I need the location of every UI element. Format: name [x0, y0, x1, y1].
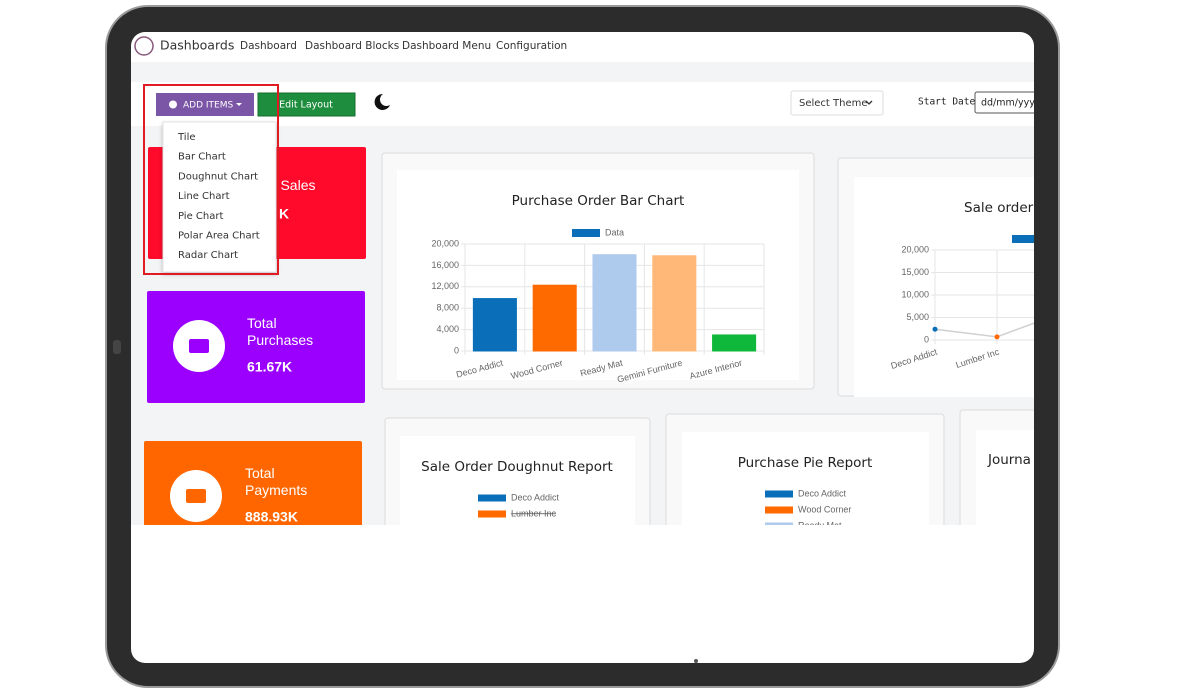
tile-value: 61.67K — [247, 359, 292, 375]
card-body — [682, 432, 929, 525]
legend-swatch — [478, 494, 506, 502]
chart-title: Sale Order Doughnut Report — [421, 459, 613, 475]
legend-label[interactable]: Deco Addict — [798, 488, 847, 498]
y-tick-label: 8,000 — [436, 303, 459, 313]
legend-swatch — [478, 510, 506, 518]
theme-select[interactable] — [790, 90, 884, 116]
tile-icon — [186, 489, 206, 503]
legend-swatch — [1012, 235, 1034, 243]
menu-item[interactable]: Doughnut Chart — [178, 171, 258, 182]
menu-item[interactable]: Tile — [177, 132, 196, 143]
chevron — [865, 100, 873, 105]
theme-select-label: Select Theme — [799, 98, 868, 109]
tile-icon — [189, 339, 209, 353]
start-date-label: Start Date: — [918, 97, 981, 108]
y-tick-label: 0 — [454, 345, 459, 355]
legend-swatch — [765, 490, 793, 498]
nav-item[interactable]: Dashboard Blocks — [305, 40, 399, 52]
legend-label[interactable]: Lumber Inc — [511, 508, 557, 518]
dark-mode-toggle[interactable] — [374, 93, 390, 110]
bar — [532, 284, 577, 352]
y-tick-label: 10,000 — [901, 289, 929, 299]
bar — [712, 334, 757, 352]
card-body — [976, 430, 1034, 525]
chart-title: Sale order — [964, 200, 1034, 216]
tile-title: Total Purchases — [247, 315, 314, 348]
add-items-dropdown — [162, 121, 277, 273]
menu-item[interactable]: Pie Chart — [178, 211, 223, 222]
plus-icon — [169, 100, 177, 109]
brand[interactable]: Dashboards — [160, 38, 234, 53]
y-tick-label: 0 — [924, 334, 929, 344]
tile[interactable] — [147, 291, 365, 403]
menu-item[interactable]: Line Chart — [178, 191, 230, 202]
camera — [113, 340, 121, 354]
point — [994, 334, 1000, 340]
bar — [472, 298, 517, 352]
tile-value: 888.93K — [245, 509, 298, 525]
caret — [236, 103, 242, 106]
y-tick-label: 20,000 — [901, 244, 929, 254]
legend-swatch — [765, 506, 793, 514]
legend-label[interactable]: Deco Addict — [511, 492, 560, 502]
nav-item[interactable]: Dashboard Menu — [402, 40, 491, 52]
menu-item[interactable]: Polar Area Chart — [178, 231, 260, 242]
chart-title: Purchase Order Bar Chart — [512, 193, 685, 209]
nav-item[interactable]: Dashboard — [240, 40, 297, 52]
bar — [652, 255, 697, 352]
card-body — [854, 177, 1034, 397]
y-tick-label: 15,000 — [901, 267, 929, 277]
tile-value: K — [279, 206, 289, 222]
legend-label[interactable]: Wood Corner — [798, 504, 851, 514]
card-title: Journa — [987, 452, 1031, 468]
nav-item[interactable]: Configuration — [496, 40, 567, 52]
edit-layout-label: Edit Layout — [279, 100, 333, 111]
y-tick-label: 20,000 — [431, 238, 459, 248]
bar — [592, 254, 637, 352]
app-logo[interactable] — [134, 36, 154, 56]
y-tick-label: 4,000 — [436, 324, 459, 334]
app: Dashboards Dashboard Dashboard Blocks Da… — [131, 36, 1045, 530]
point — [932, 326, 938, 332]
tile-title: Total Payments — [245, 465, 308, 498]
legend-label: Data — [605, 227, 624, 237]
y-tick-label: 16,000 — [431, 260, 459, 270]
legend-label[interactable]: Ready Mat — [798, 520, 842, 530]
add-items-label: ADD ITEMS — [183, 101, 233, 111]
tile-title-box: Total Payments — [245, 465, 308, 498]
y-tick-label: 5,000 — [906, 312, 929, 322]
legend-swatch — [765, 522, 793, 525]
sensor — [694, 659, 698, 663]
y-tick-label: 12,000 — [431, 281, 459, 291]
menu-item[interactable]: Radar Chart — [178, 250, 238, 261]
card-body — [400, 436, 635, 525]
start-date-input[interactable] — [974, 91, 1045, 114]
menu-item[interactable]: Bar Chart — [178, 152, 226, 163]
highlight-box — [143, 84, 279, 275]
add-items-button[interactable] — [156, 93, 254, 116]
legend-swatch — [572, 229, 600, 237]
edit-layout-button[interactable] — [257, 92, 356, 117]
chart-title: Purchase Pie Report — [738, 455, 873, 471]
start-date-placeholder: dd/mm/yyyy — [981, 98, 1041, 109]
tile-title-box: Total Purchases — [247, 315, 314, 348]
